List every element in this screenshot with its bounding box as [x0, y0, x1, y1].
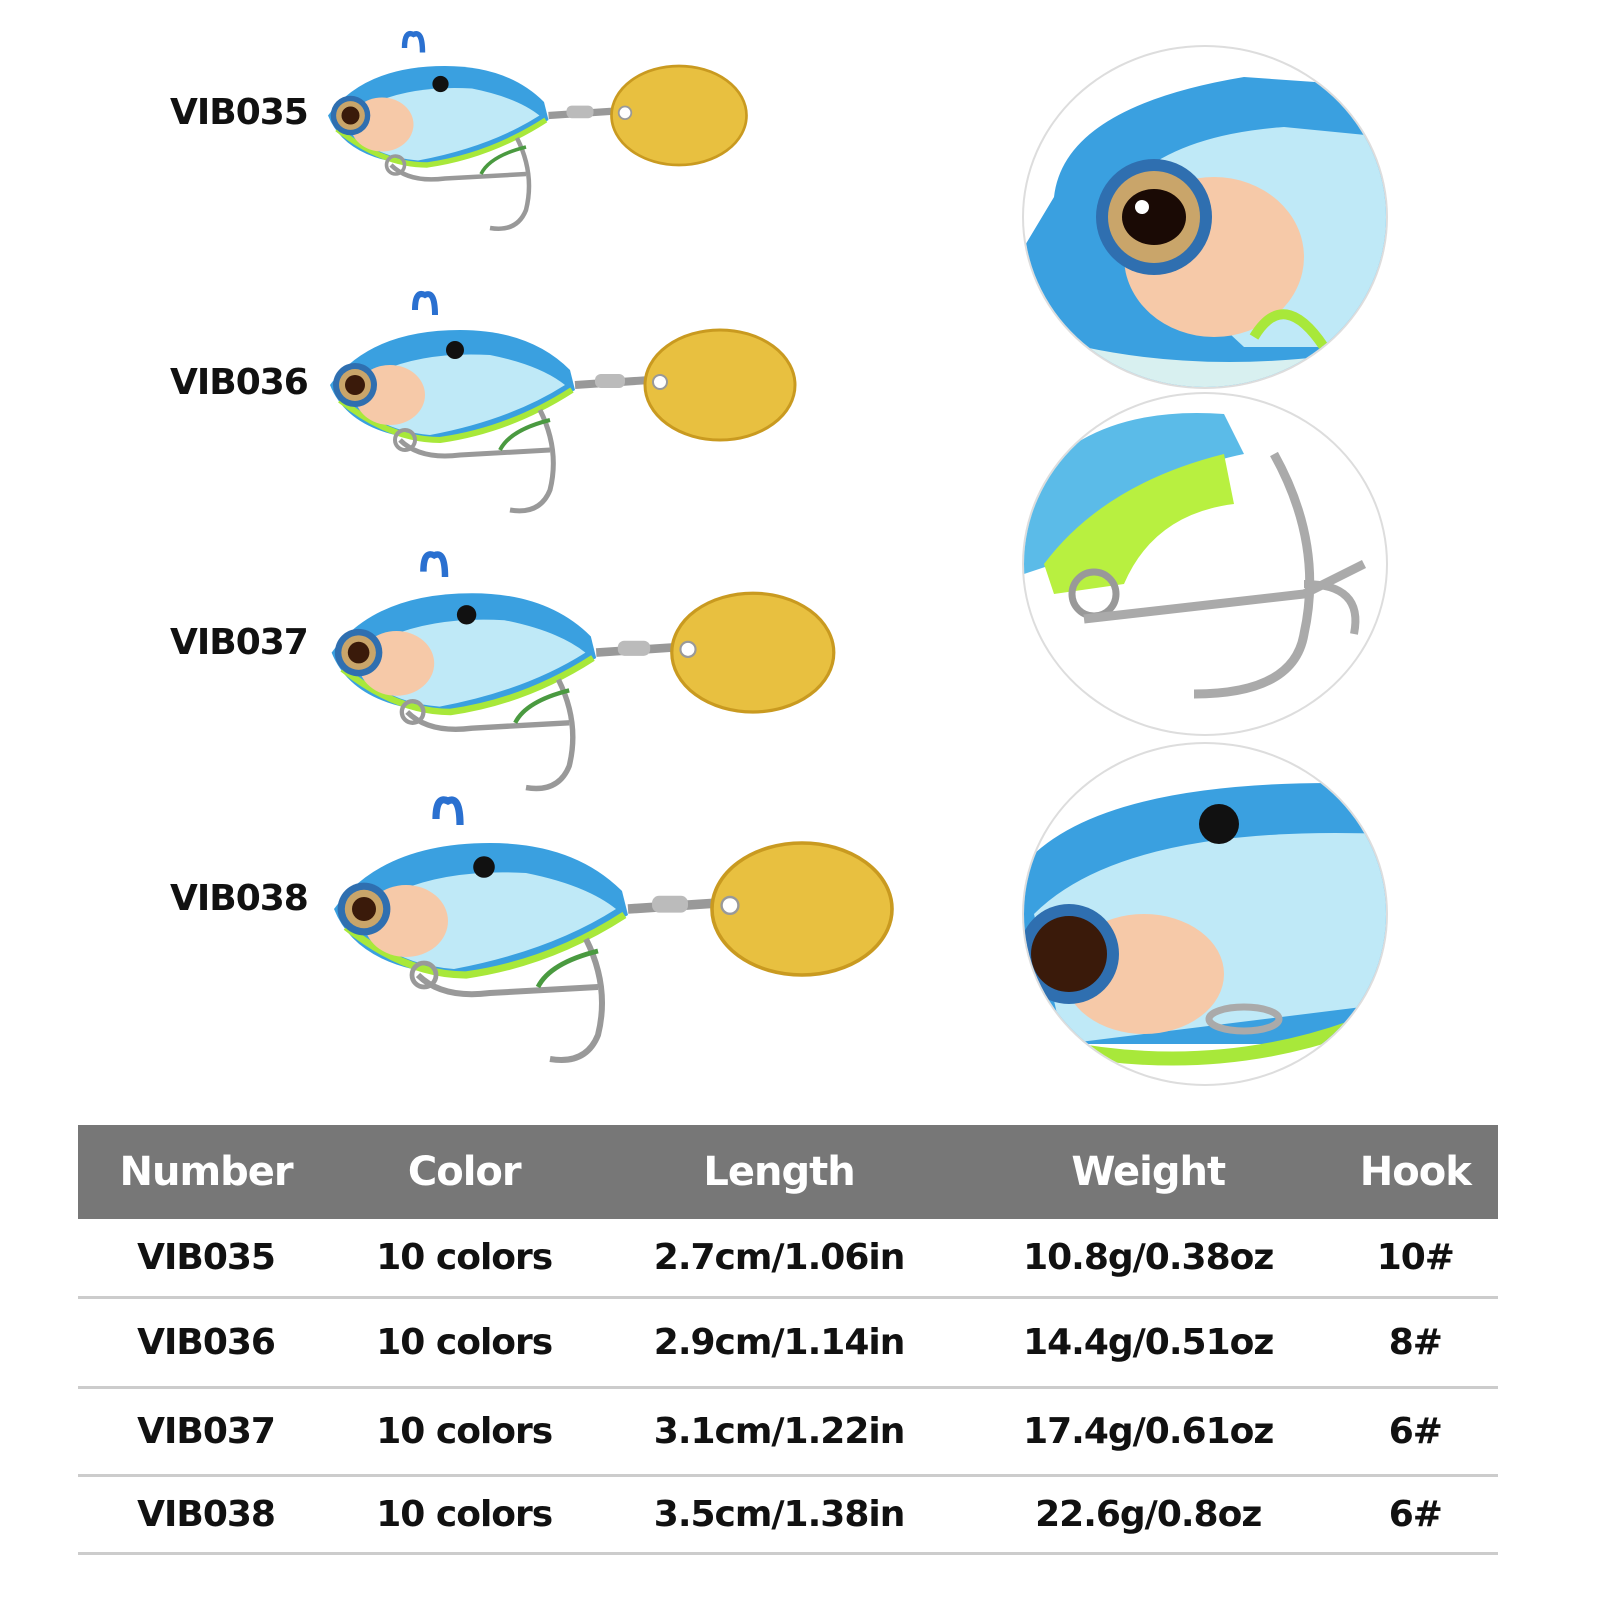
lure-image [334, 796, 894, 1063]
cell-weight: 17.4g/0.61oz [963, 1387, 1333, 1477]
header-number: Number [78, 1125, 335, 1219]
cell-color: 10 colors [334, 1475, 595, 1555]
table-row: VIB036 10 colors 2.9cm/1.14in 14.4g/0.51… [78, 1297, 1498, 1389]
cell-hook: 8# [1332, 1297, 1498, 1389]
cell-length: 2.7cm/1.06in [594, 1219, 964, 1299]
cell-color: 10 colors [334, 1297, 595, 1389]
cell-color: 10 colors [334, 1387, 595, 1477]
table-header-row: Number Color Length Weight Hook [78, 1125, 1498, 1219]
cell-hook: 10# [1332, 1219, 1498, 1299]
cell-number: VIB036 [78, 1297, 335, 1389]
cell-weight: 14.4g/0.51oz [963, 1297, 1333, 1389]
header-weight: Weight [963, 1125, 1333, 1219]
cell-number: VIB038 [78, 1475, 335, 1555]
header-hook: Hook [1332, 1125, 1498, 1219]
header-color: Color [334, 1125, 595, 1219]
table-row: VIB035 10 colors 2.7cm/1.06in 10.8g/0.38… [78, 1219, 1498, 1299]
lure-label: VIB035 [170, 92, 309, 133]
cell-number: VIB037 [78, 1387, 335, 1477]
cell-number: VIB035 [78, 1219, 335, 1299]
spec-table: Number Color Length Weight Hook VIB035 1… [78, 1125, 1498, 1555]
cell-length: 3.1cm/1.22in [594, 1387, 964, 1477]
cell-hook: 6# [1332, 1387, 1498, 1477]
lure-label: VIB038 [170, 878, 309, 919]
cell-weight: 22.6g/0.8oz [963, 1475, 1333, 1555]
lure-image [331, 551, 836, 792]
lure-image [328, 30, 748, 231]
lure-label: VIB036 [170, 362, 309, 403]
eye-closeup-image [1022, 45, 1388, 389]
body-closeup-image [1022, 742, 1388, 1086]
table-row: VIB038 10 colors 3.5cm/1.38in 22.6g/0.8o… [78, 1475, 1498, 1555]
header-length: Length [594, 1125, 964, 1219]
cell-hook: 6# [1332, 1475, 1498, 1555]
table-row: VIB037 10 colors 3.1cm/1.22in 17.4g/0.61… [78, 1387, 1498, 1477]
lure-image [330, 291, 797, 514]
cell-weight: 10.8g/0.38oz [963, 1219, 1333, 1299]
lure-label: VIB037 [170, 622, 309, 663]
cell-length: 2.9cm/1.14in [594, 1297, 964, 1389]
hook-closeup-image [1022, 392, 1388, 736]
cell-color: 10 colors [334, 1219, 595, 1299]
cell-length: 3.5cm/1.38in [594, 1475, 964, 1555]
